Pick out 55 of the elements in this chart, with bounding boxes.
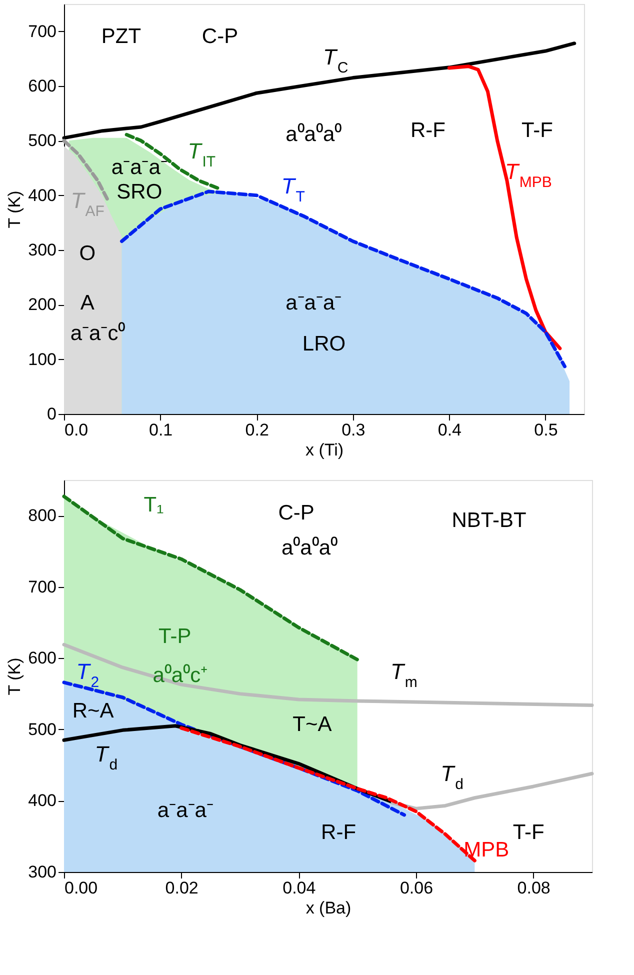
annotation: C-P — [202, 24, 238, 48]
line-series — [447, 64, 562, 350]
y-tick-label: 400 — [28, 186, 56, 205]
annotation: MPB — [464, 838, 510, 862]
x-tick-label: 0.00 — [64, 878, 98, 898]
annotation: a⁰a⁰a⁰ — [281, 536, 338, 560]
annotation: T-F — [521, 119, 553, 142]
y-tick-label: 400 — [28, 791, 56, 810]
line-series — [62, 494, 360, 662]
annotation: T-F — [512, 820, 544, 844]
annotation: LRO — [302, 332, 346, 356]
x-tick-label: 0.2 — [245, 420, 269, 440]
annotation: A — [80, 291, 94, 314]
y-tick-label: 600 — [28, 76, 56, 96]
y-tick-label: 700 — [28, 22, 56, 41]
x-axis-title: x (Ti) — [305, 440, 344, 460]
y-tick-label: 700 — [28, 577, 56, 596]
annotation: SRO — [116, 180, 162, 204]
x-axis-title: x (Ba) — [306, 898, 352, 918]
x-tick-label: 0.08 — [517, 878, 550, 898]
annotation: NBT-BT — [452, 509, 527, 532]
y-axis-title: T (K) — [5, 190, 24, 228]
annotation: C-P — [278, 501, 314, 524]
y-tick-label: 300 — [28, 862, 56, 882]
x-tick-label: 0.0 — [64, 420, 88, 440]
annotation: a⁰a⁰a⁰ — [286, 123, 342, 146]
x-tick-label: 0.06 — [400, 878, 434, 898]
y-tick-label: 500 — [28, 720, 56, 739]
y-tick-label: 600 — [28, 648, 56, 668]
annotation: a⁻a⁻a⁻ — [157, 799, 214, 822]
annotation: T~A — [292, 713, 332, 736]
annotation: R~A — [72, 699, 114, 722]
y-tick-label: 0 — [47, 404, 56, 424]
annotation: PZT — [101, 24, 142, 48]
y-tick-label: 800 — [28, 506, 56, 526]
y-tick-label: 100 — [28, 350, 56, 369]
x-tick-label: 0.04 — [282, 878, 316, 898]
y-tick-label: 300 — [28, 240, 56, 260]
annotation: T-P — [158, 624, 192, 648]
annotation: a⁰a⁰c⁺ — [152, 664, 208, 687]
x-tick-label: 0.5 — [534, 420, 558, 440]
annotation: O — [79, 242, 96, 266]
y-axis-title: T (K) — [5, 658, 24, 696]
annotation: a⁻a⁻a⁻ — [111, 156, 168, 179]
annotation: R-F — [321, 820, 356, 844]
x-tick-label: 0.02 — [165, 878, 198, 898]
annotation: a⁻a⁻c⁰ — [70, 322, 126, 346]
annotation: R-F — [410, 119, 446, 142]
annotation: a⁻a⁻a⁻ — [286, 291, 342, 314]
x-tick-label: 0.3 — [342, 420, 366, 440]
x-tick-label: 0.1 — [148, 420, 173, 440]
y-tick-label: 200 — [28, 295, 56, 314]
x-tick-label: 0.4 — [438, 420, 462, 440]
annotation: T₁ — [144, 493, 164, 516]
y-tick-label: 500 — [28, 131, 56, 150]
